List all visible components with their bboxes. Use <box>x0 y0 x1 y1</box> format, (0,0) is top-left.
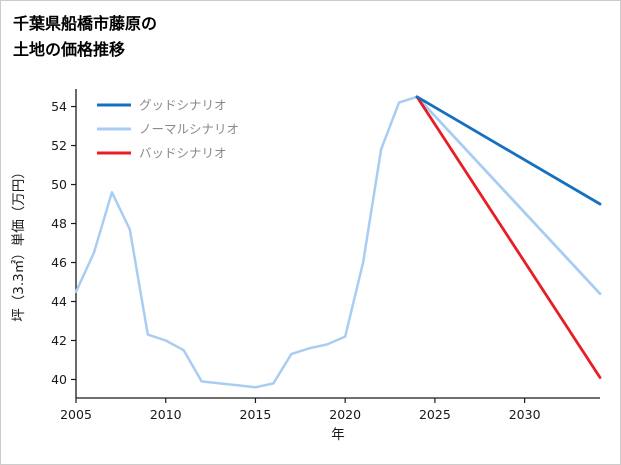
chart-title: 千葉県船橋市藤原の 土地の価格推移 <box>13 11 157 63</box>
legend-label-normal: ノーマルシナリオ <box>139 122 239 137</box>
y-tick-label: 44 <box>51 294 67 309</box>
x-axis-label: 年 <box>331 427 345 443</box>
y-axis-label: 坪（3.3㎡）単価（万円） <box>11 165 27 321</box>
series-line-bad <box>415 95 602 379</box>
chart-title-line1: 千葉県船橋市藤原の <box>13 14 158 33</box>
y-tick-label: 40 <box>51 372 67 387</box>
series-line-historical <box>74 95 419 389</box>
legend-label-bad: バッドシナリオ <box>139 146 227 161</box>
x-tick-label: 2030 <box>509 407 541 422</box>
series-line-normal <box>415 95 602 296</box>
x-tick-label: 2020 <box>329 407 361 422</box>
y-tick-label: 54 <box>51 99 67 114</box>
y-tick-label: 46 <box>51 255 67 270</box>
legend-label-good: グッドシナリオ <box>139 98 227 113</box>
y-tick-label: 50 <box>51 177 67 192</box>
series-line-good <box>415 95 602 206</box>
y-tick-label: 48 <box>51 216 67 231</box>
x-tick-label: 2025 <box>419 407 451 422</box>
chart-title-line2: 土地の価格推移 <box>13 40 126 59</box>
x-tick-label: 2010 <box>150 407 182 422</box>
y-tick-label: 52 <box>51 138 67 153</box>
x-tick-label: 2005 <box>60 407 92 422</box>
x-tick-label: 2015 <box>240 407 272 422</box>
y-tick-label: 42 <box>51 333 67 348</box>
